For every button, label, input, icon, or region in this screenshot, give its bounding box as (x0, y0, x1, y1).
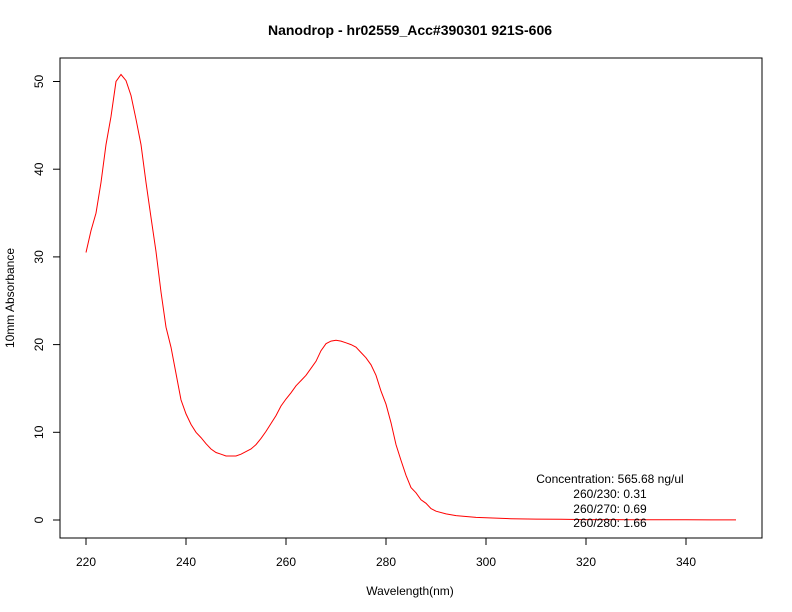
y-tick-label: 50 (32, 75, 46, 89)
x-axis-label: Wavelength(nm) (366, 584, 454, 598)
x-tick-label: 280 (376, 555, 396, 569)
annotation-block: Concentration: 565.68 ng/ul 260/230: 0.3… (536, 472, 683, 530)
chart-title: Nanodrop - hr02559_Acc#390301 921S-606 (268, 22, 552, 38)
absorbance-series-line (85, 73, 736, 521)
annotation-260-270: 260/270: 0.69 (573, 502, 647, 516)
y-tick-label: 30 (32, 250, 46, 264)
x-tick-label: 240 (176, 555, 196, 569)
x-tick-label: 260 (276, 555, 296, 569)
annotation-concentration: Concentration: 565.68 ng/ul (536, 472, 683, 486)
y-tick-label: 0 (32, 516, 46, 523)
x-tick-label: 220 (76, 555, 96, 569)
y-axis: 0 10 20 30 40 50 (32, 75, 61, 523)
x-axis: 220 240 260 280 300 320 340 (76, 537, 696, 569)
y-tick-label: 20 (32, 338, 46, 352)
x-tick-label: 320 (576, 555, 596, 569)
y-axis-label: 10mm Absorbance (3, 248, 17, 348)
y-tick-label: 10 (32, 425, 46, 439)
x-tick-label: 300 (476, 555, 496, 569)
annotation-260-280: 260/280: 1.66 (573, 516, 647, 530)
annotation-260-230: 260/230: 0.31 (573, 487, 647, 501)
x-tick-label: 340 (676, 555, 696, 569)
y-tick-label: 40 (32, 162, 46, 176)
